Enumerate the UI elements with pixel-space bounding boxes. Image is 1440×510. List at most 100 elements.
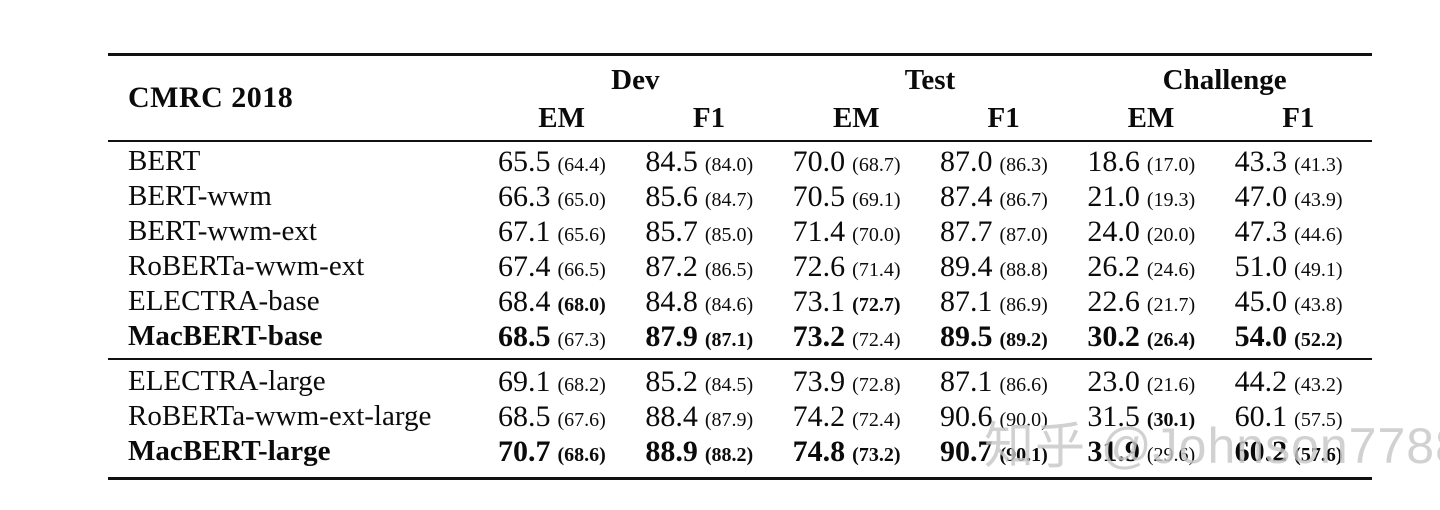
model-name: BERT-wwm: [128, 180, 272, 212]
score-paren: (87.1): [704, 329, 754, 351]
score-value: 26.2: [1087, 250, 1140, 283]
score-cell: 23.0 (21.6): [1077, 364, 1224, 404]
score-value: 84.5: [645, 145, 698, 178]
score-paren: (52.2): [1294, 329, 1343, 351]
score-paren: (86.3): [999, 154, 1048, 176]
score-cell: 87.0 (86.3): [930, 144, 1077, 184]
score-cell: 60.2 (57.6): [1225, 434, 1372, 474]
score-value: 70.0: [792, 145, 846, 178]
score-paren: (57.5): [1294, 409, 1343, 431]
score-value: 70.7: [498, 435, 551, 468]
score-value: 21.0: [1087, 180, 1140, 213]
score-paren: (67.6): [557, 409, 606, 431]
score-value: 72.6: [792, 250, 846, 283]
group-header-dev: Dev: [611, 64, 660, 96]
score-cell: 70.5 (69.1): [783, 179, 930, 219]
score-cell: 87.1 (86.6): [930, 364, 1077, 404]
score-value: 89.5: [939, 320, 993, 353]
table-row: MacBERT-large 70.7 (68.6) 88.9 (88.2) 74.8 (73…: [108, 434, 1372, 469]
score-paren: (26.4): [1146, 329, 1196, 351]
score-value: 31.5: [1087, 400, 1140, 433]
score-paren: (90.0): [999, 409, 1048, 431]
score-paren: (84.0): [704, 154, 754, 176]
subheader-test-em: EM: [832, 102, 880, 134]
score-value: 47.0: [1234, 180, 1288, 213]
score-value: 31.9: [1087, 435, 1140, 468]
score-value: 73.1: [792, 285, 846, 318]
model-name: BERT-wwm-ext: [128, 215, 317, 247]
score-cell: 73.2 (72.4): [783, 319, 930, 359]
score-value: 87.0: [939, 145, 993, 178]
score-cell: 30.2 (26.4): [1077, 319, 1224, 359]
model-name: MacBERT-large: [128, 435, 331, 467]
model-name: ELECTRA-base: [128, 285, 320, 317]
score-paren: (68.0): [557, 294, 606, 316]
score-cell: 69.1 (68.2): [488, 364, 635, 404]
score-cell: 68.4 (68.0): [488, 284, 635, 324]
score-cell: 73.1 (72.7): [783, 284, 930, 324]
score-cell: 72.6 (71.4): [783, 249, 930, 289]
score-value: 54.0: [1234, 320, 1288, 353]
score-paren: (73.2): [852, 444, 901, 466]
score-value: 74.2: [792, 400, 846, 433]
table-row: ELECTRA-large 69.1 (68.2) 85.2 (84.5) 73.9 (72…: [108, 364, 1372, 399]
score-paren: (72.4): [852, 329, 901, 351]
table-section: ELECTRA-large 69.1 (68.2) 85.2 (84.5) 73.9 (72…: [108, 360, 1372, 477]
table-section: BERT 65.5 (64.4) 84.5 (84.0) 70.0 (68.7) 87.0 (8…: [108, 142, 1372, 358]
score-paren: (43.8): [1294, 294, 1343, 316]
table-body: BERT 65.5 (64.4) 84.5 (84.0) 70.0 (68.7) 87.0 (8…: [108, 142, 1372, 477]
score-paren: (21.6): [1146, 374, 1196, 396]
score-paren: (21.7): [1146, 294, 1196, 316]
score-paren: (72.8): [852, 374, 901, 396]
score-value: 43.3: [1234, 145, 1288, 178]
score-value: 87.1: [939, 365, 993, 398]
score-paren: (84.7): [704, 189, 754, 211]
subheader-row: EM F1 EM F1 EM F1: [108, 98, 1372, 140]
score-paren: (57.6): [1294, 444, 1343, 466]
score-value: 89.4: [939, 250, 993, 283]
score-paren: (49.1): [1294, 259, 1343, 281]
score-value: 71.4: [792, 215, 846, 248]
score-cell: 67.1 (65.6): [488, 214, 635, 254]
score-cell: 47.0 (43.9): [1225, 179, 1372, 219]
score-value: 73.9: [792, 365, 846, 398]
table-row: MacBERT-base 68.5 (67.3) 87.9 (87.1) 73.2 (72.…: [108, 319, 1372, 354]
score-cell: 84.5 (84.0): [635, 144, 782, 184]
score-cell: 70.7 (68.6): [488, 434, 635, 474]
score-cell: 74.2 (72.4): [783, 399, 930, 439]
score-value: 87.7: [939, 215, 993, 248]
score-paren: (69.1): [852, 189, 901, 211]
score-paren: (88.2): [704, 444, 754, 466]
score-paren: (86.7): [999, 189, 1048, 211]
score-cell: 24.0 (20.0): [1077, 214, 1224, 254]
score-paren: (68.6): [557, 444, 606, 466]
section-divider-rule: [108, 358, 1372, 360]
score-paren: (64.4): [557, 154, 606, 176]
table-top-rule: [108, 53, 1372, 56]
header-rule: [108, 140, 1372, 142]
score-paren: (84.5): [704, 374, 754, 396]
score-value: 90.6: [939, 400, 993, 433]
score-cell: 84.8 (84.6): [635, 284, 782, 324]
score-paren: (87.9): [704, 409, 754, 431]
score-cell: 71.4 (70.0): [783, 214, 930, 254]
score-value: 70.5: [792, 180, 846, 213]
score-paren: (71.4): [852, 259, 901, 281]
results-table: CMRC 2018 Dev Test Challenge EM F1 EM F1…: [108, 53, 1372, 480]
score-cell: 70.0 (68.7): [783, 144, 930, 184]
score-cell: 87.2 (86.5): [635, 249, 782, 289]
score-value: 90.7: [939, 435, 993, 468]
group-header-test: Test: [904, 64, 956, 96]
score-value: 85.2: [645, 365, 698, 398]
score-cell: 65.5 (64.4): [488, 144, 635, 184]
score-cell: 43.3 (41.3): [1225, 144, 1372, 184]
score-value: 67.4: [498, 250, 551, 283]
score-value: 18.6: [1087, 145, 1140, 178]
score-paren: (68.2): [557, 374, 606, 396]
score-value: 87.4: [939, 180, 993, 213]
score-value: 51.0: [1234, 250, 1288, 283]
score-cell: 18.6 (17.0): [1077, 144, 1224, 184]
score-cell: 74.8 (73.2): [783, 434, 930, 474]
score-cell: 87.1 (86.9): [930, 284, 1077, 324]
score-cell: 47.3 (44.6): [1225, 214, 1372, 254]
